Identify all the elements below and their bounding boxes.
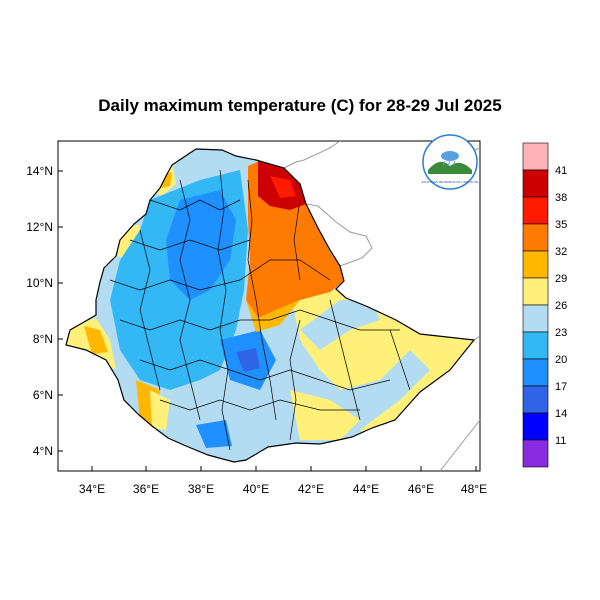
legend-label: 38 — [555, 192, 567, 204]
lon-tick-38: 38°E — [188, 482, 214, 496]
legend-swatch — [522, 250, 549, 279]
legend-label: 29 — [555, 273, 567, 285]
field-danakil-35 — [270, 176, 296, 198]
field-south-17 — [196, 420, 232, 448]
lat-tick-12: 12°N — [26, 220, 53, 234]
lat-tick-labels: 14°N 12°N 10°N 8°N 6°N 4°N — [26, 164, 53, 458]
eritrea-coast — [283, 140, 341, 169]
logo-land — [428, 161, 472, 174]
logo-text: ETHIOPIAN METEOROLOGY INSTITUTE — [422, 180, 479, 184]
lon-tick-48: 48°E — [461, 482, 487, 496]
legend-label: 35 — [555, 219, 567, 231]
lon-tick-46: 46°E — [408, 482, 434, 496]
legend-swatch — [522, 142, 549, 171]
legend-swatch — [522, 169, 549, 198]
field-east-23 — [300, 300, 380, 350]
legend-label: 23 — [555, 327, 567, 339]
field-highland-17 — [166, 190, 236, 300]
legend-swatch — [522, 439, 549, 468]
tick-marks — [58, 170, 477, 471]
lat-tick-4: 4°N — [33, 444, 53, 458]
gulf-of-aden-coast — [305, 203, 373, 267]
lat-tick-6: 6°N — [33, 388, 53, 402]
legend-swatch — [522, 196, 549, 225]
field-gambela-26 — [66, 318, 116, 370]
field-gambela-29 — [84, 326, 108, 354]
legend-label: 26 — [555, 300, 567, 312]
lon-tick-34: 34°E — [79, 482, 105, 496]
map-title: Daily maximum temperature (C) for 28-29 … — [98, 96, 502, 115]
lon-tick-labels: 34°E 36°E 38°E 40°E 42°E 44°E 46°E 48°E — [79, 482, 487, 496]
legend-label: 32 — [555, 246, 567, 258]
legend-swatch — [522, 331, 549, 360]
legend-swatch — [522, 304, 549, 333]
lon-tick-40: 40°E — [243, 482, 269, 496]
field-south-26 — [290, 390, 360, 440]
legend-swatch — [522, 412, 549, 441]
lat-tick-8: 8°N — [33, 332, 53, 346]
lon-tick-36: 36°E — [133, 482, 159, 496]
field-bale-14 — [236, 348, 260, 372]
lat-tick-14: 14°N — [26, 164, 53, 178]
institute-logo: ETHIOPIAN METEOROLOGY INSTITUTE — [422, 134, 479, 190]
legend-label: 11 — [555, 435, 566, 447]
lon-tick-44: 44°E — [353, 482, 379, 496]
somalia-east-coast — [439, 419, 481, 472]
field-omo-26 — [150, 390, 170, 430]
somalia-coast — [473, 335, 481, 341]
legend-label: 20 — [555, 354, 567, 366]
color-legend: 41 38 35 32 29 26 23 20 17 14 11 — [522, 142, 567, 468]
legend-swatch — [522, 385, 549, 414]
regional-boundaries — [109, 169, 411, 451]
legend-swatch — [522, 358, 549, 387]
legend-label: 17 — [555, 381, 567, 393]
logo-cloud — [441, 151, 459, 161]
lon-tick-42: 42°E — [298, 482, 324, 496]
legend-swatch — [522, 277, 549, 306]
logo-rain — [442, 160, 456, 167]
legend-label: 14 — [555, 408, 567, 420]
lat-tick-10: 10°N — [26, 276, 53, 290]
legend-label: 41 — [555, 165, 567, 177]
legend-swatch — [522, 223, 549, 252]
